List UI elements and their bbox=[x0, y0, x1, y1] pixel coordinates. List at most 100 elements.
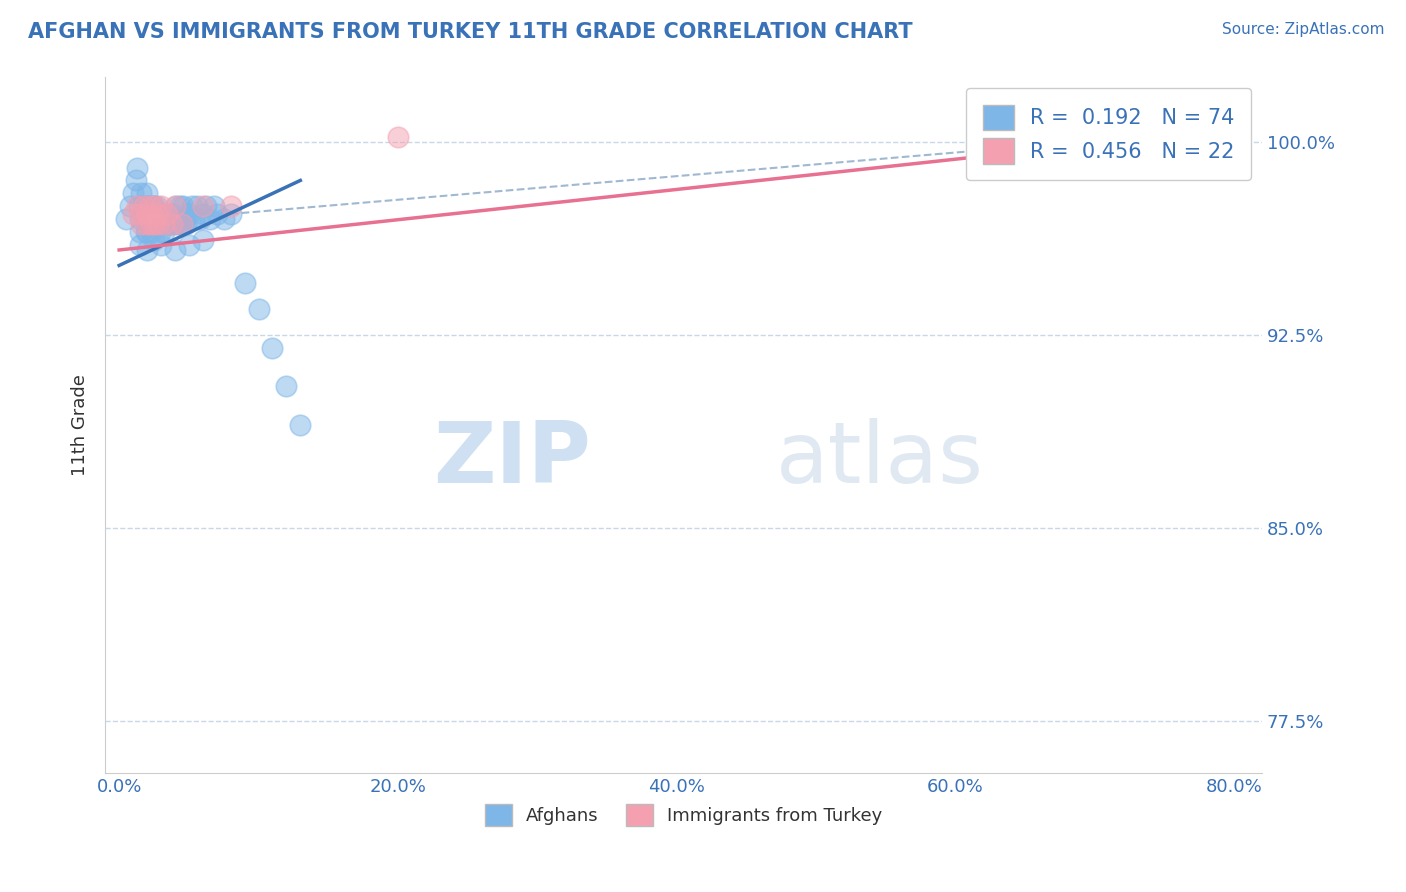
Point bbox=[138, 199, 160, 213]
Point bbox=[194, 199, 217, 213]
Legend: Afghans, Immigrants from Turkey: Afghans, Immigrants from Turkey bbox=[477, 797, 890, 833]
Point bbox=[160, 217, 183, 231]
Text: atlas: atlas bbox=[776, 418, 984, 501]
Point bbox=[177, 237, 200, 252]
Point bbox=[152, 217, 174, 231]
Point bbox=[167, 217, 190, 231]
Point bbox=[129, 212, 152, 227]
Point bbox=[166, 212, 188, 227]
Point bbox=[136, 243, 159, 257]
Point bbox=[122, 207, 145, 221]
Point bbox=[146, 217, 169, 231]
Point bbox=[146, 199, 169, 213]
Point bbox=[146, 207, 169, 221]
Point bbox=[290, 418, 312, 433]
Point bbox=[127, 161, 149, 175]
Point bbox=[150, 212, 173, 227]
Point bbox=[131, 217, 153, 231]
Point bbox=[142, 212, 165, 227]
Point bbox=[136, 186, 159, 201]
Point bbox=[132, 199, 155, 213]
Point bbox=[135, 225, 157, 239]
Point bbox=[276, 379, 298, 393]
Point bbox=[191, 233, 214, 247]
Point bbox=[120, 199, 142, 213]
Point bbox=[149, 199, 172, 213]
Point bbox=[156, 207, 179, 221]
Point bbox=[139, 199, 162, 213]
Point bbox=[205, 207, 228, 221]
Point bbox=[136, 217, 159, 231]
Point bbox=[233, 277, 256, 291]
Point bbox=[146, 217, 169, 231]
Point bbox=[136, 212, 159, 227]
Point bbox=[387, 129, 409, 144]
Point bbox=[186, 199, 208, 213]
Point bbox=[188, 212, 211, 227]
Text: ZIP: ZIP bbox=[433, 418, 591, 501]
Point bbox=[129, 207, 152, 221]
Point bbox=[115, 212, 138, 227]
Point bbox=[165, 199, 187, 213]
Point bbox=[134, 199, 156, 213]
Point bbox=[163, 243, 186, 257]
Point bbox=[169, 199, 191, 213]
Point bbox=[149, 217, 172, 231]
Point bbox=[157, 217, 180, 231]
Point bbox=[212, 212, 235, 227]
Point bbox=[143, 199, 166, 213]
Point bbox=[149, 207, 172, 221]
Point bbox=[142, 199, 165, 213]
Point bbox=[139, 212, 162, 227]
Point bbox=[148, 225, 170, 239]
Point bbox=[153, 212, 176, 227]
Point bbox=[163, 199, 186, 213]
Point bbox=[160, 217, 183, 231]
Point bbox=[152, 225, 174, 239]
Y-axis label: 11th Grade: 11th Grade bbox=[72, 374, 89, 476]
Point bbox=[155, 217, 177, 231]
Point bbox=[141, 212, 163, 227]
Point bbox=[136, 207, 159, 221]
Text: AFGHAN VS IMMIGRANTS FROM TURKEY 11TH GRADE CORRELATION CHART: AFGHAN VS IMMIGRANTS FROM TURKEY 11TH GR… bbox=[28, 22, 912, 42]
Point bbox=[163, 217, 186, 231]
Point bbox=[139, 199, 162, 213]
Point bbox=[125, 173, 148, 187]
Point bbox=[134, 212, 156, 227]
Point bbox=[145, 207, 167, 221]
Point bbox=[170, 217, 193, 231]
Point bbox=[198, 212, 221, 227]
Point bbox=[219, 199, 242, 213]
Point bbox=[136, 225, 159, 239]
Point bbox=[141, 225, 163, 239]
Point bbox=[143, 217, 166, 231]
Text: Source: ZipAtlas.com: Source: ZipAtlas.com bbox=[1222, 22, 1385, 37]
Point bbox=[180, 199, 202, 213]
Point bbox=[170, 217, 193, 231]
Point bbox=[129, 237, 152, 252]
Point bbox=[127, 199, 149, 213]
Point bbox=[173, 212, 195, 227]
Point bbox=[162, 207, 184, 221]
Point bbox=[172, 199, 194, 213]
Point bbox=[131, 186, 153, 201]
Point bbox=[122, 186, 145, 201]
Point bbox=[128, 199, 150, 213]
Point bbox=[149, 237, 172, 252]
Point bbox=[141, 217, 163, 231]
Point bbox=[146, 212, 169, 227]
Point bbox=[174, 217, 197, 231]
Point bbox=[202, 199, 225, 213]
Point bbox=[191, 207, 214, 221]
Point bbox=[143, 199, 166, 213]
Point bbox=[247, 302, 270, 317]
Point bbox=[143, 233, 166, 247]
Point bbox=[143, 217, 166, 231]
Point bbox=[159, 212, 181, 227]
Point bbox=[155, 207, 177, 221]
Point bbox=[136, 199, 159, 213]
Point bbox=[177, 207, 200, 221]
Point bbox=[191, 199, 214, 213]
Point bbox=[262, 341, 284, 355]
Point bbox=[219, 207, 242, 221]
